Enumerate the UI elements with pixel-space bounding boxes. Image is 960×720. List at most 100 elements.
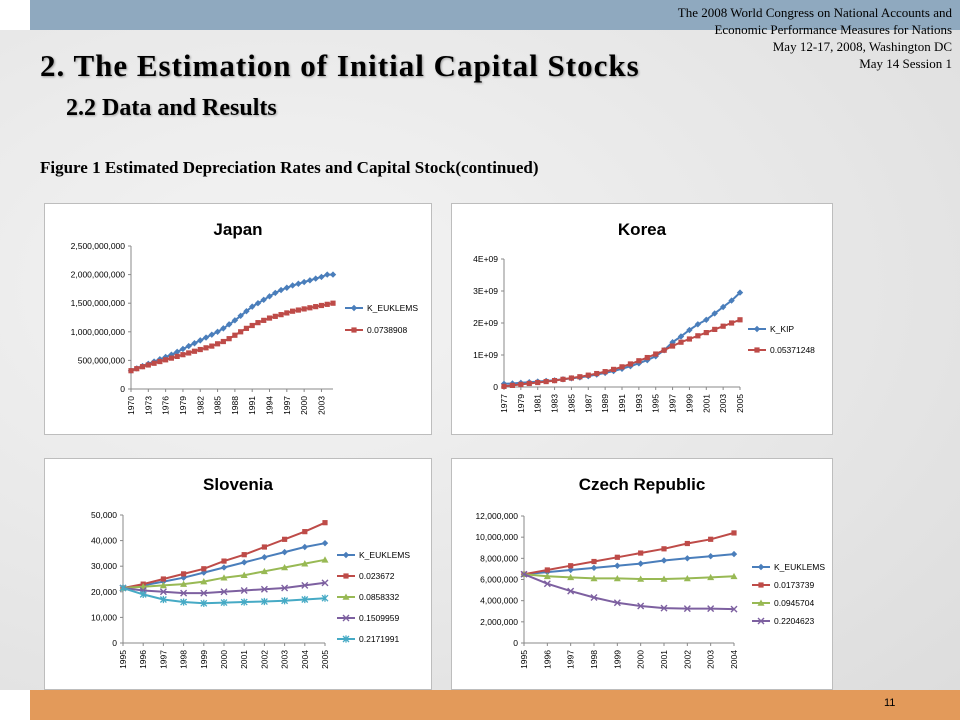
data-point-marker (686, 336, 693, 342)
chart-svg: Slovenia 0 10,000 20,000 30,000 40,000 50,000 1… (91, 475, 410, 669)
data-point-marker (613, 574, 621, 582)
x-tick-label: 2000 (636, 650, 646, 669)
data-point-marker (283, 284, 291, 291)
legend-label: 0.2204623 (774, 616, 814, 626)
chart-svg: Korea 0 1E+09 2E+09 3E+09 4E+09 1977 1979 1981 19… (473, 220, 815, 413)
data-point-marker (290, 308, 296, 314)
legend-marker (343, 573, 349, 579)
x-tick-label: 1982 (195, 396, 205, 415)
data-point-marker (613, 599, 621, 607)
data-point-marker (208, 331, 215, 338)
data-point-marker (660, 557, 668, 564)
y-tick-label: 0 (513, 638, 518, 648)
data-point-marker (197, 337, 204, 344)
data-point-marker (260, 597, 268, 606)
x-tick-label: 2004 (300, 650, 310, 669)
y-tick-label: 2E+09 (473, 318, 498, 328)
x-tick-label: 1988 (230, 396, 240, 415)
data-point-marker (590, 593, 598, 601)
data-point-marker (249, 303, 256, 310)
data-point-marker (249, 322, 255, 329)
data-point-marker (567, 573, 575, 581)
legend-marker (757, 617, 765, 625)
data-point-marker (568, 375, 575, 381)
legend-marker (342, 635, 350, 643)
data-point-marker (243, 325, 250, 331)
x-tick-label: 1991 (617, 394, 627, 413)
data-point-marker (203, 345, 209, 351)
data-point-marker (678, 339, 684, 345)
data-point-marker (159, 581, 167, 589)
data-point-marker (703, 330, 709, 336)
legend-marker (350, 304, 358, 312)
data-point-marker (568, 563, 574, 569)
conference-line: Economic Performance Measures for Nation… (714, 22, 952, 37)
data-point-marker (181, 571, 187, 577)
data-point-marker (214, 341, 221, 347)
x-tick-label: 1998 (179, 650, 189, 669)
data-point-marker (707, 573, 715, 581)
data-point-marker (551, 378, 558, 384)
chart-svg: Japan 0 500,000,000 1,000,000,000 1,500,000,… (71, 220, 419, 415)
data-point-marker (594, 370, 600, 377)
data-point-marker (179, 345, 187, 353)
data-point-marker (728, 297, 735, 304)
y-tick-label: 500,000,000 (78, 355, 126, 365)
x-tick-label: 1970 (126, 396, 136, 415)
legend-label: 0.0738908 (367, 325, 407, 335)
x-tick-label: 1997 (566, 650, 576, 669)
data-point-marker (306, 277, 314, 284)
data-point-marker (261, 317, 267, 323)
series-line (523, 573, 735, 611)
data-point-marker (168, 355, 174, 361)
data-point-marker (272, 313, 278, 319)
y-tick-label: 1,000,000,000 (71, 327, 126, 337)
x-tick-label: 2003 (718, 394, 728, 413)
data-point-marker (134, 366, 140, 372)
page-number: 11 (884, 697, 896, 709)
series-markers (500, 289, 744, 387)
top-bar-strip (30, 0, 960, 30)
data-point-marker (221, 558, 227, 564)
y-tick-label: 0 (493, 382, 498, 392)
chart-panel-czech-republic: Czech Republic 0 2,000,000 4,000,000 6,000,0… (451, 458, 833, 690)
y-tick-label: 10,000 (91, 612, 117, 622)
y-tick-label: 6,000,000 (480, 575, 518, 585)
data-point-marker (260, 585, 268, 593)
x-tick-label: 1997 (158, 650, 168, 669)
data-point-marker (255, 320, 261, 326)
y-tick-label: 20,000 (91, 587, 117, 597)
x-tick-label: 2003 (280, 650, 290, 669)
data-point-marker (240, 587, 248, 595)
data-point-marker (683, 605, 691, 613)
data-point-marker (324, 301, 330, 307)
x-tick-label: 1999 (199, 650, 209, 669)
data-point-marker (712, 326, 718, 332)
series-line (523, 553, 735, 576)
top-bar-left-block (0, 0, 30, 30)
data-point-marker (590, 564, 598, 572)
data-point-marker (220, 564, 228, 571)
y-tick-label: 4,000,000 (480, 596, 518, 606)
x-tick-label: 1987 (583, 394, 593, 413)
data-point-marker (614, 554, 620, 560)
y-tick-label: 8,000,000 (480, 553, 518, 563)
data-point-marker (281, 548, 288, 556)
x-tick-label: 1996 (542, 650, 552, 669)
x-tick-label: 2004 (729, 650, 739, 669)
x-tick-label: 2002 (682, 650, 692, 669)
data-point-marker (128, 368, 134, 374)
conference-line: May 12-17, 2008, Washington DC (772, 39, 952, 54)
data-point-marker (180, 589, 188, 597)
data-point-marker (281, 584, 289, 592)
data-point-marker (543, 378, 549, 385)
data-point-marker (238, 329, 244, 335)
data-point-marker (214, 328, 221, 335)
data-point-marker (174, 353, 180, 359)
chart-panel-japan: Japan 0 500,000,000 1,000,000,000 1,500,000,… (44, 203, 432, 435)
data-point-marker (694, 321, 702, 328)
data-point-marker (243, 308, 250, 315)
legend-marker (342, 551, 350, 559)
data-point-marker (260, 567, 268, 575)
data-point-marker (318, 302, 325, 309)
